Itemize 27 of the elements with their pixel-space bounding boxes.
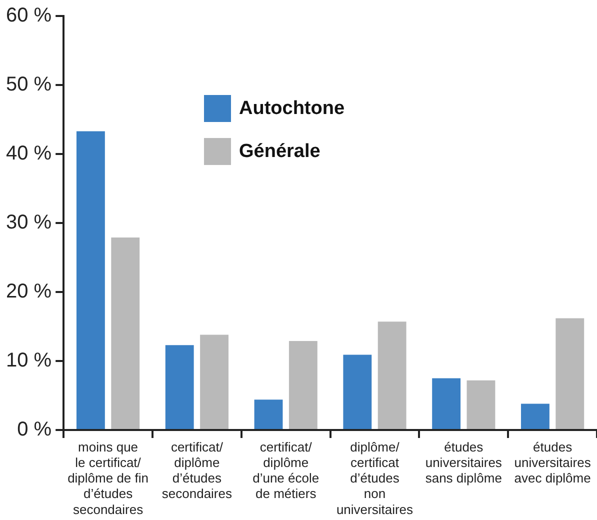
x-tick-label: diplôme/ certificat d’études non universitaires — [336, 439, 414, 517]
x-tick-label: moins que le certificat/ diplôme de fin d’études secondaires — [68, 439, 149, 517]
bar — [556, 318, 584, 429]
bar — [200, 334, 228, 429]
x-tick-label: études universitaires avec diplôme — [514, 439, 592, 486]
bar — [432, 378, 461, 429]
legend-label: Autochtone — [239, 98, 345, 120]
x-tick-label: certificat/ diplôme d’études secondaires — [162, 439, 232, 502]
bar — [76, 131, 105, 429]
bar — [165, 345, 194, 429]
y-tick-label: 50 % — [6, 74, 52, 96]
bar — [254, 400, 283, 429]
y-tick-label: 60 % — [6, 4, 52, 27]
y-tick-label: 10 % — [6, 350, 52, 372]
bar — [343, 354, 372, 429]
x-tick-label: études universitaires sans diplôme — [425, 439, 502, 486]
y-tick-label: 20 % — [6, 280, 52, 303]
bar — [520, 404, 550, 429]
bar — [288, 340, 318, 429]
y-tick-label: 30 % — [6, 212, 52, 234]
y-tick-label: 0 % — [17, 418, 52, 441]
x-tick-label: certificat/ diplôme d’une école de métiers — [252, 439, 320, 502]
bar — [378, 322, 406, 429]
bar — [466, 380, 496, 429]
legend-label: Générale — [239, 140, 320, 162]
bar — [111, 237, 140, 429]
y-tick-label: 40 % — [6, 142, 52, 165]
